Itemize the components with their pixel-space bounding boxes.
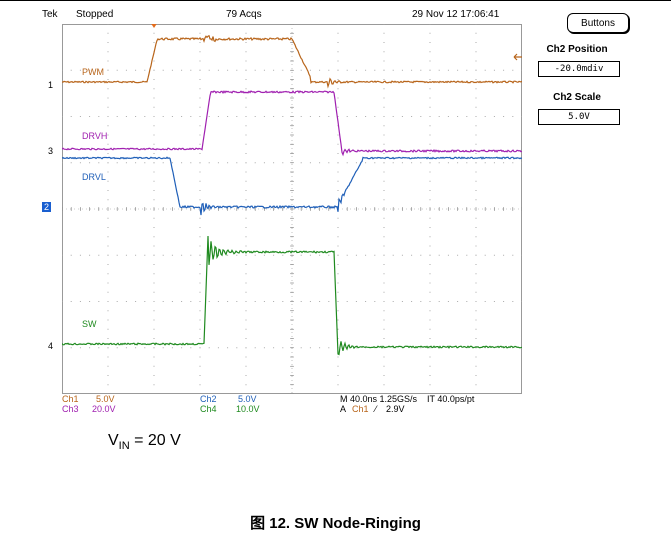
drvh-trace	[62, 90, 522, 157]
ch1-scale: 5.0V	[96, 394, 115, 404]
buttons-button[interactable]: Buttons	[567, 13, 629, 33]
trigger-prefix: A	[340, 404, 347, 414]
ch2-label: Ch2	[200, 394, 217, 404]
trigger-position-marker	[151, 24, 157, 28]
figure-caption: 图 12. SW Node-Ringing	[250, 515, 421, 532]
ch2-position-value[interactable]: -20.0mdiv	[538, 61, 620, 77]
ch2-ground-marker[interactable]: 2	[42, 202, 52, 212]
sw-trace	[62, 235, 522, 356]
vin-value: = 20 V	[129, 432, 181, 449]
timebase-readout: M 40.0ns 1.25GS/s IT 40.0ps/pt	[340, 394, 475, 404]
status-label: Stopped	[76, 9, 114, 20]
ch4-label: Ch4	[200, 404, 217, 414]
vin-condition: VIN = 20 V	[108, 432, 181, 452]
trigger-level: 2.9V	[386, 404, 405, 414]
ch2-scale: 5.0V	[238, 394, 257, 404]
ch4-ground-marker[interactable]: 4	[48, 341, 54, 351]
ch3-label: Ch3	[62, 404, 79, 414]
trigger-level-arrow-icon	[513, 53, 522, 61]
drvl-trace	[62, 156, 522, 216]
graticule	[62, 24, 522, 394]
pwm-trace	[62, 34, 522, 89]
trigger-slope-icon: ⁄	[375, 404, 377, 414]
oscilloscope-screenshot: Tek Stopped 79 Acqs 29 Nov 12 17:06:41 B…	[0, 4, 671, 424]
datetime-label: 29 Nov 12 17:06:41	[412, 9, 500, 20]
vin-symbol: V	[108, 432, 119, 449]
trace-label-sw: SW	[82, 319, 97, 329]
vin-subscript: IN	[118, 440, 130, 453]
ch2-position-title: Ch2 Position	[546, 44, 608, 55]
ch4-scale: 10.0V	[236, 404, 260, 414]
ch2-scale-value[interactable]: 5.0V	[538, 109, 620, 125]
trace-label-pwm: PWM	[82, 67, 104, 77]
waveform-display	[62, 24, 522, 394]
trace-label-drvh: DRVH	[82, 131, 108, 141]
ch3-scale: 20.0V	[92, 404, 116, 414]
brand-label: Tek	[42, 9, 58, 20]
ch1-label: Ch1	[62, 394, 79, 404]
ch3-ground-marker[interactable]: 3	[48, 146, 54, 156]
trigger-channel: Ch1	[352, 404, 369, 414]
acquisitions-count: 79 Acqs	[226, 9, 262, 20]
trace-label-drvl: DRVL	[82, 172, 106, 182]
ch2-scale-title: Ch2 Scale	[553, 92, 601, 103]
top-rule	[0, 0, 671, 1]
ch1-ground-marker[interactable]: 1	[48, 80, 54, 90]
